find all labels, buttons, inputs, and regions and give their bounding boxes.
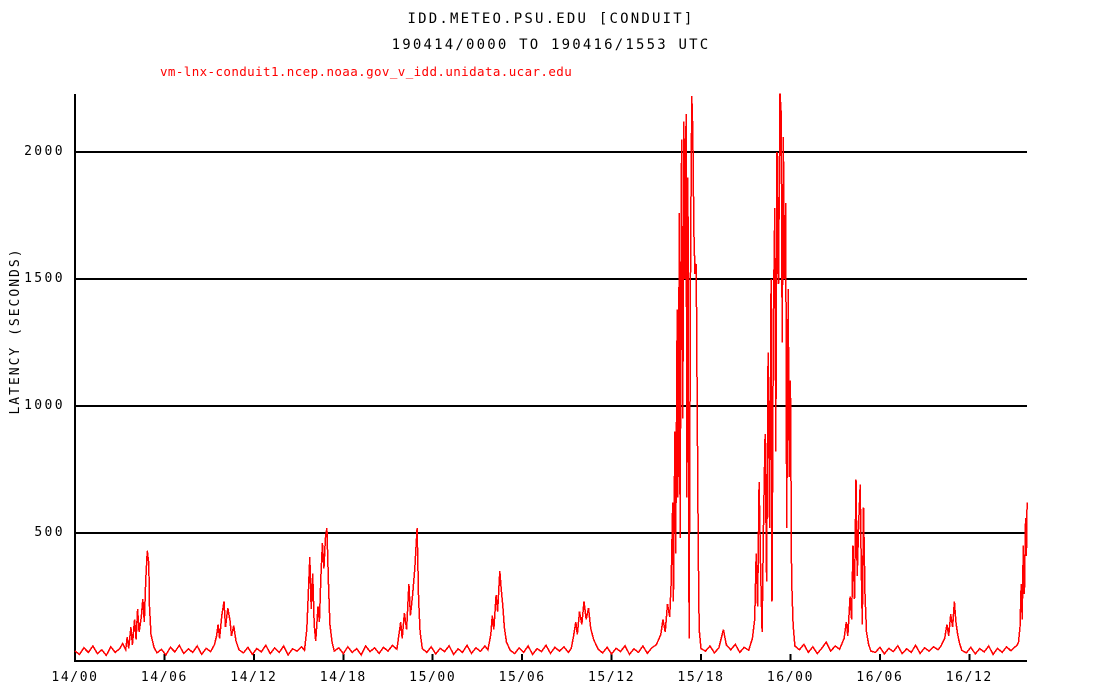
chart-subtitle: 190414/0000 TO 190416/1553 UTC xyxy=(391,37,711,53)
x-tick-label: 14/06 xyxy=(140,670,188,685)
x-tick-label: 15/00 xyxy=(409,670,457,685)
y-tick-label: 500 xyxy=(34,525,65,540)
x-tick-label: 14/12 xyxy=(230,670,278,685)
x-tick-label: 15/06 xyxy=(498,670,546,685)
x-tick-label: 14/18 xyxy=(319,670,367,685)
x-tick-label: 16/06 xyxy=(856,670,904,685)
x-tick-label: 15/12 xyxy=(588,670,636,685)
y-tick-label: 1500 xyxy=(24,271,65,286)
latency-series xyxy=(74,93,1028,657)
x-tick-label: 14/00 xyxy=(51,670,99,685)
x-tick-label: 16/00 xyxy=(766,670,814,685)
y-tick-label: 2000 xyxy=(24,144,65,159)
x-tick-label: 16/12 xyxy=(945,670,993,685)
legend-host-label: vm-lnx-conduit1.ncep.noaa.gov_v_idd.unid… xyxy=(160,64,573,79)
x-tick-label: 15/18 xyxy=(677,670,725,685)
y-tick-label: 1000 xyxy=(24,398,65,413)
chart-title: IDD.METEO.PSU.EDU [CONDUIT] xyxy=(407,11,695,27)
y-axis-label: LATENCY (SECONDS) xyxy=(8,247,23,415)
